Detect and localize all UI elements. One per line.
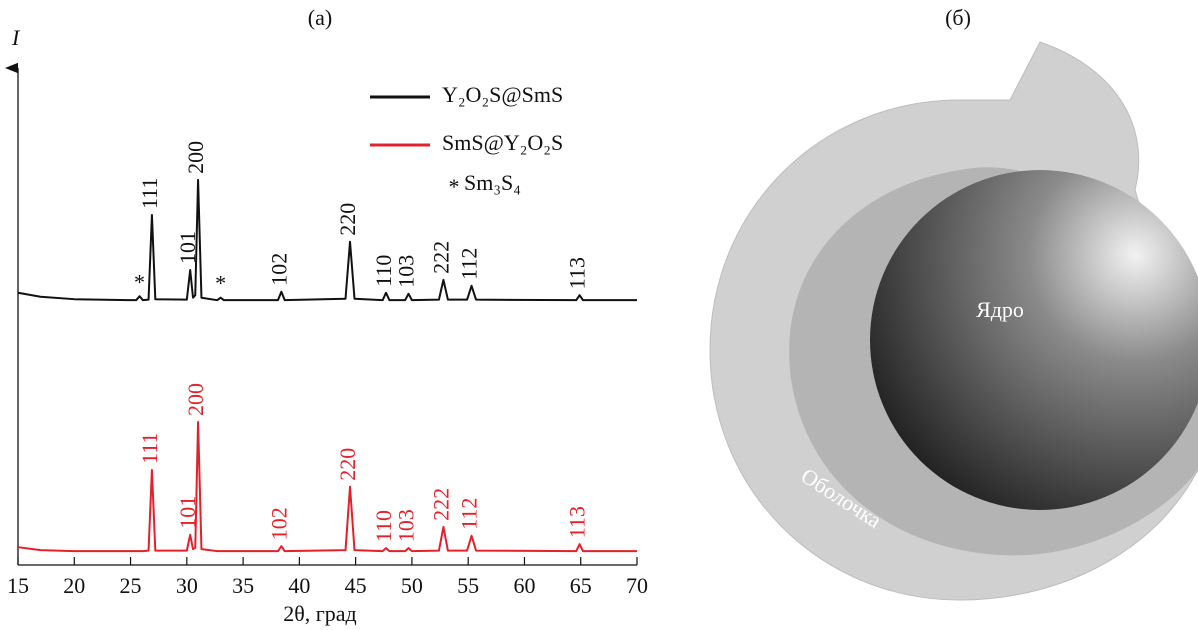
- legend-label: SmS@Y₂O₂S: [442, 130, 563, 155]
- x-tick-label: 55: [457, 573, 479, 598]
- core-label: Ядро: [976, 297, 1024, 322]
- impurity-mark: *: [215, 271, 226, 296]
- panel-label: (б): [945, 5, 971, 30]
- x-axis-label: 2θ, град: [283, 601, 357, 626]
- legend-label: Y₂O₂S@SmS: [442, 82, 563, 107]
- peak-label: 200: [183, 141, 208, 174]
- x-tick-label: 65: [570, 573, 592, 598]
- peak-label: 103: [394, 509, 419, 542]
- peak-label: 111: [137, 433, 162, 464]
- y-axis-label: I: [11, 25, 21, 50]
- peak-label: 220: [335, 448, 360, 481]
- figure: (а) I 2θ, град (б) Ядро Оболочка 15 20 25 3…: [0, 0, 1198, 630]
- peak-label: 110: [371, 510, 396, 542]
- core: [870, 170, 1198, 510]
- core-shell-diagram: (б) Ядро Оболочка: [710, 5, 1198, 600]
- x-tick-label: 60: [513, 573, 535, 598]
- peak-label: 110: [371, 255, 396, 287]
- legend-symbol: *: [449, 174, 460, 199]
- x-tick-label: 40: [288, 573, 310, 598]
- peak-label: 102: [266, 507, 291, 540]
- peak-label: 222: [428, 241, 453, 274]
- peak-label: 102: [266, 253, 291, 286]
- x-tick-label: 20: [63, 573, 85, 598]
- peak-label: 200: [183, 383, 208, 416]
- x-tick-label: 15: [7, 573, 29, 598]
- xrd-line: [18, 422, 637, 551]
- peak-label: 112: [457, 248, 482, 280]
- x-tick-label: 50: [401, 573, 423, 598]
- peak-label: 111: [137, 178, 162, 209]
- x-tick-label: 70: [626, 573, 648, 598]
- x-tick-label: 45: [345, 573, 367, 598]
- peak-label: 113: [565, 506, 590, 538]
- peak-label: 112: [457, 498, 482, 530]
- x-tick-label: 35: [232, 573, 254, 598]
- x-tick-label: 25: [120, 573, 142, 598]
- peak-label: 222: [428, 488, 453, 521]
- xrd-line: [18, 180, 637, 300]
- peak-label: 101: [175, 231, 200, 264]
- peak-label: 103: [394, 255, 419, 288]
- peak-label: 220: [335, 203, 360, 236]
- legend-label: Sm₃S₄: [464, 170, 521, 195]
- x-tick-label: 30: [176, 573, 198, 598]
- peak-label: 113: [565, 257, 590, 289]
- peak-label: 101: [175, 496, 200, 529]
- impurity-mark: *: [134, 269, 145, 294]
- panel-label: (а): [308, 5, 332, 30]
